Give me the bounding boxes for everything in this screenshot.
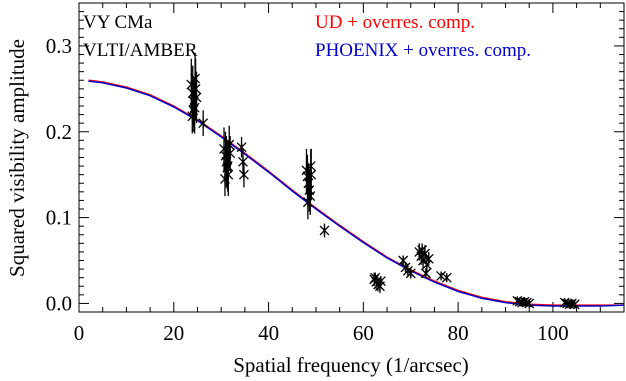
data-point xyxy=(398,255,409,266)
data-point xyxy=(222,140,233,192)
legend-ud: UD + overres. comp. xyxy=(315,12,475,33)
data-point xyxy=(375,275,386,287)
legend-phoenix: PHOENIX + overres. comp. xyxy=(315,40,531,61)
model-curves xyxy=(88,79,625,307)
y-tick-label: 0.0 xyxy=(46,291,72,315)
data-point xyxy=(236,136,247,158)
axis-ticks xyxy=(78,3,624,312)
data-point xyxy=(238,161,249,188)
y-tick-label: 0.1 xyxy=(46,206,72,230)
data-point xyxy=(423,251,434,266)
data-point xyxy=(302,184,313,220)
data-point xyxy=(305,148,316,184)
data-point xyxy=(441,272,452,283)
annotation-instrument: VLTI/AMBER xyxy=(83,40,198,61)
data-point xyxy=(198,110,209,137)
data-point xyxy=(524,298,535,309)
data-point xyxy=(420,268,431,279)
x-tick-label: 100 xyxy=(537,321,569,345)
y-axis-label: Squared visibility amplitude xyxy=(5,39,29,277)
model-curve-1 xyxy=(88,80,625,307)
data-point xyxy=(188,88,199,132)
model-curve-0 xyxy=(88,79,624,306)
x-tick-label: 40 xyxy=(258,321,279,345)
data-point xyxy=(187,99,198,134)
x-tick-label: 60 xyxy=(353,321,374,345)
data-point xyxy=(319,223,330,238)
data-point xyxy=(417,243,428,258)
data-point xyxy=(370,272,381,283)
data-point xyxy=(569,299,580,310)
x-tick-label: 20 xyxy=(163,321,184,345)
data-point xyxy=(238,148,248,175)
annotation-object: VY CMa xyxy=(83,12,153,33)
data-point xyxy=(405,268,416,279)
tick-labels: 0 20 40 60 80 100 0.0 0.1 0.2 0.3 xyxy=(46,34,569,345)
x-axis-label: Spatial frequency (1/arcsec) xyxy=(233,353,469,377)
data-point xyxy=(224,125,235,164)
y-tick-label: 0.3 xyxy=(46,34,72,58)
data-point xyxy=(436,270,447,281)
y-tick-label: 0.2 xyxy=(46,120,72,144)
data-point xyxy=(190,52,201,105)
x-tick-label: 0 xyxy=(74,321,85,345)
data-point xyxy=(421,256,432,274)
data-points xyxy=(186,52,580,310)
x-tick-label: 80 xyxy=(448,321,469,345)
